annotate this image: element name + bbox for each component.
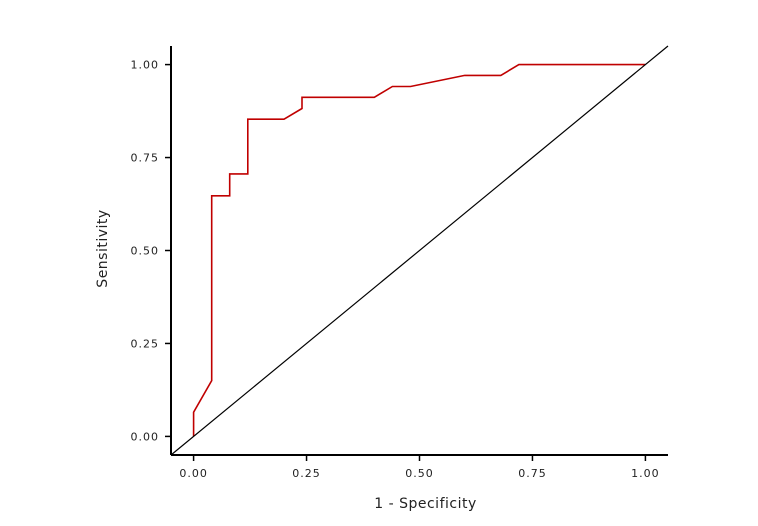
x-tick-label: 0.25 — [292, 467, 321, 480]
reference-diagonal-line — [170, 45, 669, 456]
y-axis-title: Sensitivity — [95, 209, 111, 287]
y-tick-label: 0.25 — [131, 337, 160, 350]
x-tick-label: 1.00 — [631, 467, 660, 480]
x-axis-title: 1 - Specificity — [374, 496, 477, 512]
y-tick-label: 0.75 — [131, 152, 160, 165]
y-tick-label: 0.00 — [131, 430, 160, 443]
y-axis-ticks: 0.00 0.25 0.50 0.75 1.00 — [131, 59, 171, 443]
x-axis-ticks: 0.00 0.25 0.50 0.75 1.00 — [179, 455, 659, 480]
y-tick-label: 1.00 — [131, 59, 160, 72]
roc-curve-line — [192, 63, 646, 437]
y-tick-label: 0.50 — [131, 245, 160, 258]
x-tick-label: 0.75 — [518, 467, 547, 480]
plot-area — [170, 45, 669, 456]
x-tick-label: 0.00 — [179, 467, 208, 480]
x-tick-label: 0.50 — [405, 467, 434, 480]
